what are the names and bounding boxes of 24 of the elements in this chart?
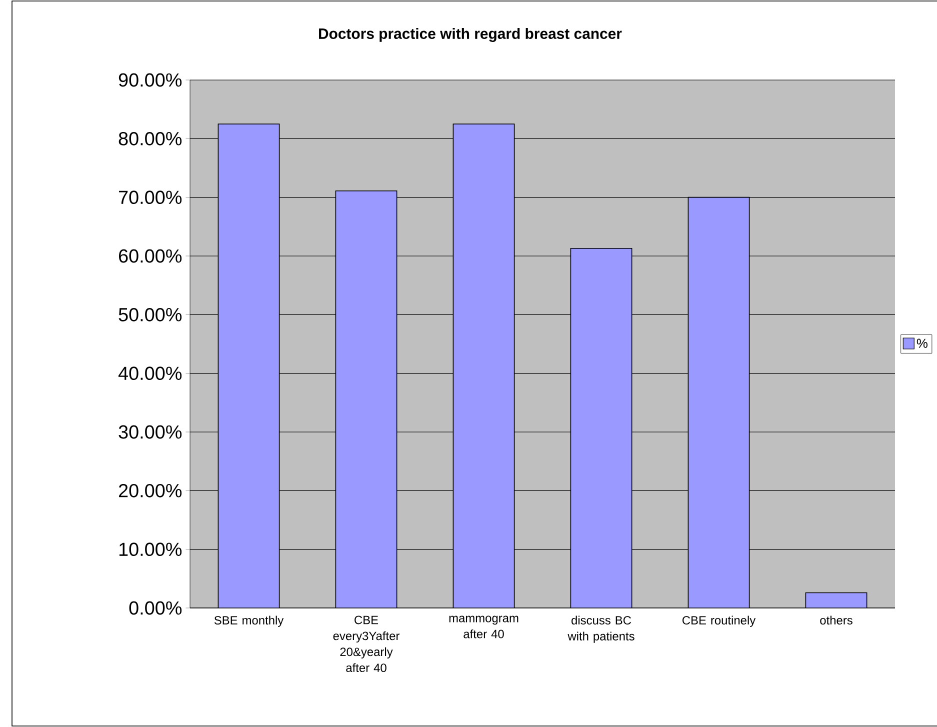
y-tick-label: 0.00% <box>129 601 182 615</box>
y-tick-label: 60.00% <box>118 249 182 263</box>
y-tick-label: 40.00% <box>118 366 182 380</box>
bar <box>452 124 515 608</box>
bar <box>570 248 632 608</box>
x-tick-label: discuss BC with patients <box>568 616 634 643</box>
bar <box>805 592 868 608</box>
bar <box>335 190 398 608</box>
y-tick-label: 50.00% <box>118 308 182 322</box>
x-tick-label: CBE every3Yafter 20&yearly after 40 <box>333 616 400 672</box>
y-tick-label: 80.00% <box>118 132 182 146</box>
x-tick-label: others <box>820 616 852 625</box>
y-tick-label: 20.00% <box>118 484 182 498</box>
y-tick-label: 30.00% <box>118 425 182 439</box>
y-tick-label: 90.00% <box>118 73 182 87</box>
chart-title: Doctors practice with regard breast cancer <box>319 28 622 42</box>
legend-label: % <box>916 338 928 348</box>
x-tick-label: SBE monthly <box>214 616 284 627</box>
x-tick-label: CBE routinely <box>682 616 756 627</box>
x-tick-label: mammogram after 40 <box>449 616 518 638</box>
bar <box>688 196 750 608</box>
y-tick-label: 70.00% <box>119 190 182 204</box>
y-tick-label: 10.00% <box>119 542 182 556</box>
bar <box>218 124 280 608</box>
